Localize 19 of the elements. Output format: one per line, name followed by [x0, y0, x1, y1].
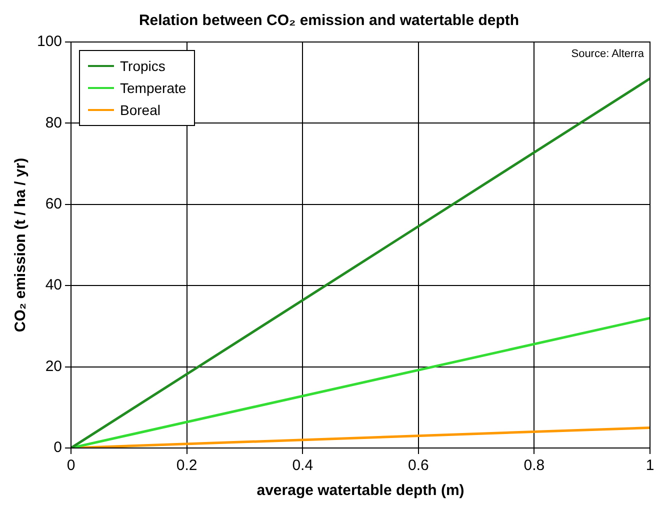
- y-tick-label: 0: [54, 439, 62, 456]
- y-tick-label: 20: [45, 358, 62, 375]
- legend-label: Temperate: [120, 80, 186, 96]
- y-tick-label: 80: [45, 114, 62, 132]
- x-tick-label: 0: [66, 457, 76, 474]
- x-tick-label: 0.4: [292, 457, 314, 474]
- chart-title: Relation between CO₂ emission and watertable depth: [138, 12, 520, 30]
- legend-label: Boreal: [120, 102, 160, 118]
- x-tick-label: 0.6: [408, 457, 429, 474]
- y-tick-label: 60: [45, 196, 62, 213]
- legend-label: Tropics: [120, 58, 166, 74]
- x-tick-label: 0.8: [524, 457, 545, 474]
- x-tick-label: 0.2: [176, 457, 198, 474]
- x-axis-title: average watertable depth (m): [256, 482, 464, 500]
- y-tick-label: 100: [36, 33, 62, 50]
- annotation: Source: Alterra: [571, 48, 644, 60]
- y-tick-label: 40: [45, 276, 62, 294]
- x-tick-label: 1: [646, 457, 654, 474]
- y-axis-title: CO₂ emission (t / ha / yr): [12, 158, 30, 332]
